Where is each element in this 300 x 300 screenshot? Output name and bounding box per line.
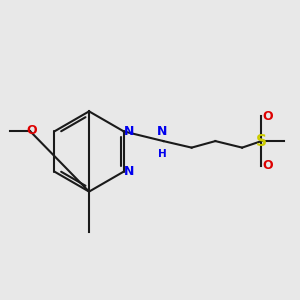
Text: N: N — [157, 124, 167, 137]
Text: H: H — [158, 149, 166, 159]
Text: O: O — [27, 124, 37, 137]
Text: O: O — [262, 159, 273, 172]
Text: O: O — [262, 110, 273, 123]
Text: S: S — [256, 134, 267, 148]
Text: N: N — [124, 165, 134, 178]
Text: N: N — [124, 125, 134, 138]
